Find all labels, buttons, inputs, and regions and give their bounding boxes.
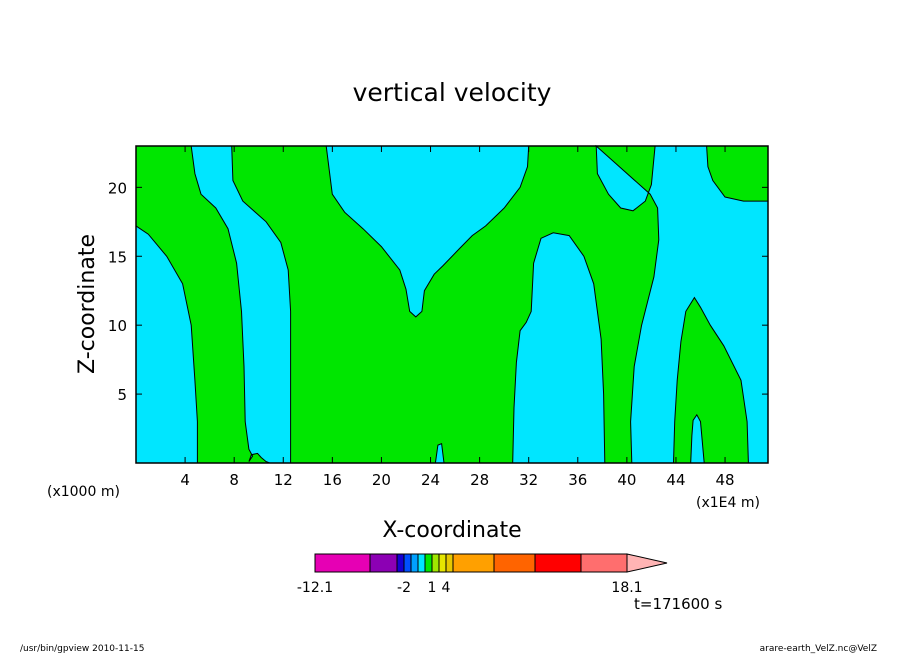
x-tick-label: 4 <box>180 471 190 489</box>
x-tick-label: 44 <box>666 471 685 489</box>
colorbar-segment <box>534 553 582 573</box>
time-label: t=171600 s <box>634 595 722 613</box>
negative-region-v-notch <box>325 145 530 318</box>
plot-area <box>135 144 769 464</box>
x-scale-label: (x1000 m) <box>47 484 120 500</box>
colorbar-tick-label: 4 <box>442 580 451 596</box>
plot-frame <box>135 145 769 464</box>
x-tick-label: 16 <box>323 471 342 489</box>
y-axis-ticks: 5 10 15 20 <box>108 179 768 404</box>
x-tick-label: 20 <box>372 471 391 489</box>
x-tick-label: 12 <box>274 471 293 489</box>
x-tick-label: 48 <box>716 471 735 489</box>
colorbar-segment <box>314 553 371 573</box>
colorbar-segment <box>410 553 419 573</box>
colorbar-tick-label: -12.1 <box>297 580 333 596</box>
colorbar-tick-label: 18.1 <box>611 580 642 596</box>
colorbar-segment <box>431 553 440 573</box>
x-tick-label: 40 <box>617 471 636 489</box>
colorbar-segment <box>445 553 454 573</box>
negative-region-strip-5 <box>190 145 292 464</box>
footer-left: /usr/bin/gpview 2010-11-15 <box>20 644 144 654</box>
x-tick-label: 24 <box>421 471 440 489</box>
x-scale-label-right: (x1E4 m) <box>696 495 760 511</box>
x-tick-label: 32 <box>519 471 538 489</box>
colorbar-segment <box>438 553 447 573</box>
colorbar-segment <box>424 553 433 573</box>
contour-regions <box>135 144 769 464</box>
colorbar-tick-labels: -12.1 -2 1 4 18.1 <box>297 580 643 596</box>
x-tick-label: 28 <box>470 471 489 489</box>
y-axis-label: Z-coordinate <box>75 234 100 374</box>
colorbar-segment <box>580 553 628 573</box>
chart-title: vertical velocity <box>353 78 552 107</box>
colorbar-segment <box>403 553 412 573</box>
y-tick-label: 15 <box>108 248 127 266</box>
x-tick-label: 36 <box>568 471 587 489</box>
colorbar-segment <box>417 553 426 573</box>
x-axis-label: X-coordinate <box>382 518 521 543</box>
footer-right: arare-earth_VelZ.nc@VelZ <box>760 644 877 654</box>
colorbar-segment <box>452 553 495 573</box>
negative-region-upper-right <box>595 144 769 464</box>
colorbar-segment <box>493 553 536 573</box>
colorbar <box>314 553 668 573</box>
y-tick-label: 10 <box>108 317 127 335</box>
y-tick-label: 5 <box>117 386 127 404</box>
colorbar-segment <box>396 553 405 573</box>
y-tick-label: 20 <box>108 179 127 197</box>
colorbar-tick-label: 1 <box>428 580 437 596</box>
colorbar-tick-label: -2 <box>397 580 411 596</box>
x-axis-ticks: 4 8 12 16 20 24 28 32 36 40 44 48 <box>180 146 735 489</box>
colorbar-arrow <box>626 553 668 573</box>
negative-region-centre-right <box>512 232 606 464</box>
colorbar-segment <box>369 553 398 573</box>
x-tick-label: 8 <box>229 471 239 489</box>
